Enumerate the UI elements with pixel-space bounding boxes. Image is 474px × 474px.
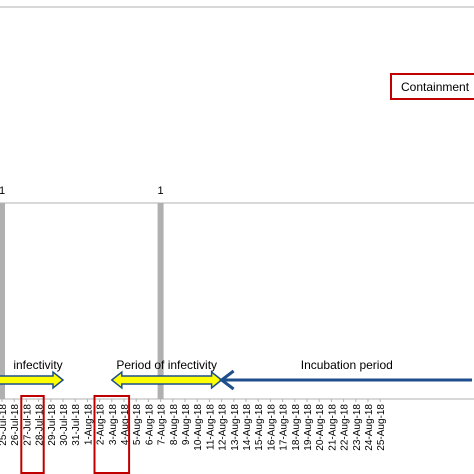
x-tick-label: 9-Aug-18 [181, 404, 192, 446]
x-tick-label: 20-Aug-18 [315, 404, 326, 451]
x-tick-label: 18-Aug-18 [291, 404, 302, 451]
x-tick-label: 21-Aug-18 [327, 404, 338, 451]
x-tick-label: 19-Aug-18 [303, 404, 314, 451]
x-tick-label: 23-Aug-18 [352, 404, 363, 451]
x-tick-label: 30-Jul-18 [59, 404, 70, 446]
x-tick-label: 2-Aug-18 [96, 404, 107, 446]
bar-value-label: 1 [0, 185, 5, 197]
x-tick-label: 1-Aug-18 [83, 404, 94, 446]
x-tick-label: 14-Aug-18 [242, 404, 253, 451]
x-tick-label: 4-Aug-18 [120, 404, 131, 446]
legend: Containment [390, 73, 474, 100]
annotations: infectivity Period of infectivity Incubati… [0, 358, 472, 391]
annotation-label: Incubation period [301, 358, 393, 372]
annotation-label: infectivity [13, 358, 62, 372]
x-tick-label: 25-Aug-18 [376, 404, 387, 451]
x-tick-label: 10-Aug-18 [193, 404, 204, 451]
x-tick-label: 16-Aug-18 [266, 404, 277, 451]
legend-box [390, 73, 474, 100]
highlight-box [93, 395, 131, 474]
bar-7-Aug-18 [157, 203, 164, 399]
bar-value-label: 1 [158, 185, 164, 197]
x-tick-label: 3-Aug-18 [108, 404, 119, 446]
x-tick-label: 5-Aug-18 [132, 404, 143, 446]
x-tick-label: 7-Aug-18 [157, 404, 168, 446]
highlight-box [20, 395, 45, 474]
x-tick-label: 6-Aug-18 [144, 404, 155, 446]
x-tick-label: 28-Jul-18 [35, 404, 46, 446]
x-tick-label: 24-Aug-18 [364, 404, 375, 451]
x-tick-label: 8-Aug-18 [169, 404, 180, 446]
x-tick-label: 27-Jul-18 [22, 404, 33, 446]
x-tick-label: 29-Jul-18 [47, 404, 58, 446]
x-tick-label: 26-Jul-18 [10, 404, 21, 446]
x-tick-label: 12-Aug-18 [218, 404, 229, 451]
annotation-arrow [0, 370, 65, 390]
x-tick-label: 22-Aug-18 [340, 404, 351, 451]
x-tick-label: 25-Jul-18 [0, 404, 9, 446]
x-tick-label: 13-Aug-18 [230, 404, 241, 451]
annotation-arrow-head [219, 369, 235, 391]
x-tick-label: 17-Aug-18 [279, 404, 290, 451]
annotation-label: Period of infectivity [116, 358, 217, 372]
legend-label: Containment [401, 80, 470, 94]
x-tick-label: 11-Aug-18 [205, 404, 216, 450]
bar-25-Jul-18 [0, 203, 5, 399]
x-tick-label: 15-Aug-18 [254, 404, 265, 451]
plot-area: 1 1 25-Jul-18 26-Jul-18 27-Jul-18 28-Jul-18 29… [0, 185, 474, 474]
x-tick-label: 31-Jul-18 [71, 404, 82, 446]
